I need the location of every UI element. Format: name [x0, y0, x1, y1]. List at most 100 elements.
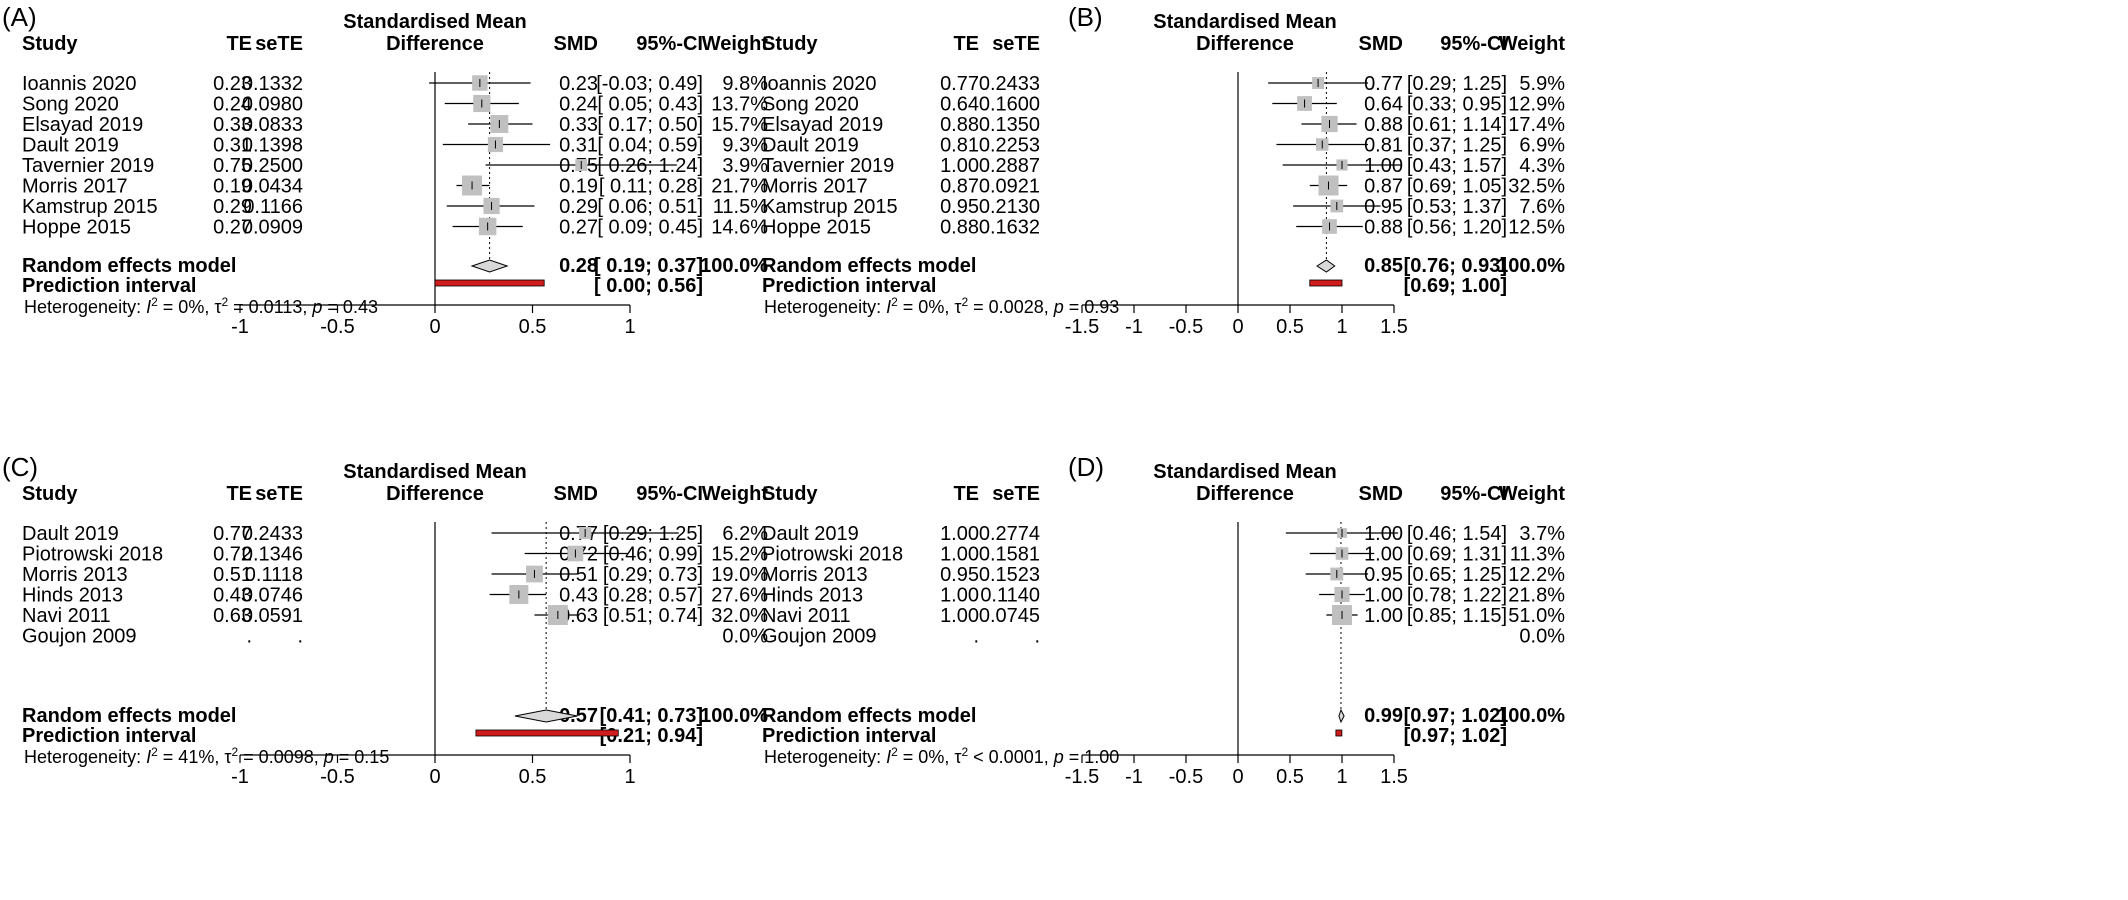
pooled-label: Random effects model: [762, 705, 976, 727]
heterogeneity-symbol: 2: [961, 295, 968, 309]
study-smd: 0.77: [559, 523, 598, 545]
study-name: Kamstrup 2015: [22, 196, 158, 218]
study-name: Dault 2019: [22, 523, 119, 545]
pooled-smd: 0.28: [559, 255, 598, 277]
study-te: 1.00: [940, 605, 979, 627]
study-weight: 3.9%: [722, 155, 768, 177]
study-name: Song 2020: [22, 94, 119, 116]
study-name: Elsayad 2019: [762, 114, 883, 136]
study-smd: 1.00: [1364, 155, 1403, 177]
study-sete: 0.2433: [979, 73, 1040, 95]
study-name: Tavernier 2019: [22, 155, 154, 177]
study-sete: 0.1140: [980, 585, 1040, 607]
forest-plot-svg: (B) Study TE seTE Standardised MeanDifferenc…: [762, 2, 1565, 338]
study-name: Elsayad 2019: [22, 114, 143, 136]
study-te: 1.00: [940, 585, 979, 607]
study-smd: 0.95: [1364, 196, 1403, 218]
study-sete: 0.1118: [245, 564, 303, 586]
pooled-weight: 100.0%: [700, 255, 768, 277]
heterogeneity-symbol: 2: [961, 745, 968, 759]
study-name: Morris 2013: [762, 564, 868, 586]
study-weight: 14.6%: [711, 217, 768, 239]
study-name: Piotrowski 2018: [762, 544, 903, 566]
study-te: 0.29: [213, 196, 252, 218]
x-axis-tick-label: 1: [624, 316, 635, 338]
plot-title-line1: Standardised Mean: [1153, 461, 1336, 483]
study-weight: 7.6%: [1519, 196, 1565, 218]
x-axis-tick-label: -1: [231, 316, 249, 338]
x-axis-tick-label: 1: [1336, 316, 1347, 338]
study-smd: 0.33: [559, 114, 598, 136]
study-smd: 0.88: [1364, 217, 1403, 239]
forest-panel-d: (D) Study TE seTE Standardised Mean Differenc…: [762, 450, 2128, 900]
study-ci: [0.69; 1.31]: [1407, 544, 1507, 566]
heterogeneity-value: Heterogeneity:: [24, 297, 146, 317]
study-smd: 0.88: [1364, 114, 1403, 136]
column-header-smd: SMD: [1359, 33, 1403, 55]
study-smd: 0.31: [559, 135, 598, 157]
prediction-label: Prediction interval: [22, 725, 197, 747]
heterogeneity-text: Heterogeneity: I2 = 0%, τ2 = 0.0113, p =…: [24, 295, 378, 317]
study-name: Dault 2019: [762, 135, 859, 157]
heterogeneity-symbol: τ: [954, 747, 961, 767]
study-weight: 15.2%: [711, 544, 768, 566]
study-te: 0.63: [213, 605, 252, 627]
heterogeneity-symbol: p: [1053, 747, 1064, 767]
study-ci: [0.56; 1.20]: [1407, 217, 1507, 239]
study-ci: [ 0.17; 0.50]: [597, 114, 703, 136]
study-sete: 0.1600: [979, 94, 1040, 116]
plot-title-line2: Difference: [1196, 483, 1294, 505]
pooled-label: Random effects model: [762, 255, 976, 277]
pooled-ci: [0.76; 0.93]: [1404, 255, 1507, 277]
study-ci: [0.33; 0.95]: [1407, 94, 1507, 116]
study-weight: 5.9%: [1519, 73, 1565, 95]
study-sete: 0.1350: [979, 114, 1040, 136]
study-name: Hoppe 2015: [762, 217, 871, 239]
heterogeneity-value: = 0%,: [163, 297, 215, 317]
x-axis-tick-label: 0: [1232, 766, 1243, 788]
study-ci: [0.53; 1.37]: [1407, 196, 1507, 218]
study-te: 0.19: [213, 176, 252, 198]
study-smd: 0.64: [1364, 94, 1403, 116]
plot-title-line2: Difference: [386, 483, 484, 505]
study-sete: 0.0921: [979, 176, 1040, 198]
plot-title-line1: Standardised Mean: [343, 11, 526, 33]
study-te: 0.51: [213, 564, 252, 586]
study-smd: 0.29: [559, 196, 598, 218]
heterogeneity-symbol: p: [311, 297, 322, 317]
column-header-ci: 95%-CI: [1440, 33, 1507, 55]
study-weight: 21.8%: [1508, 585, 1565, 607]
study-weight: 32.5%: [1508, 176, 1565, 198]
pooled-label: Random effects model: [22, 255, 236, 277]
column-header-sete: seTE: [255, 483, 303, 505]
column-header-smd: SMD: [554, 33, 598, 55]
prediction-bar: [1335, 729, 1343, 737]
column-header-ci: 95%-CI: [636, 33, 703, 55]
x-axis-tick-label: -0.5: [1169, 766, 1203, 788]
study-sete: 0.1581: [979, 544, 1040, 566]
study-weight: 11.3%: [1510, 544, 1565, 566]
forest-plot-svg: (D) Study TE seTE Standardised MeanDifferenc…: [762, 452, 1565, 788]
heterogeneity-symbol: p: [1053, 297, 1064, 317]
study-ci: [0.51; 0.74]: [603, 605, 703, 627]
column-header-sete: seTE: [255, 33, 303, 55]
pooled-diamond: [514, 709, 578, 723]
prediction-label: Prediction interval: [22, 275, 197, 297]
heterogeneity-value: Heterogeneity:: [764, 747, 886, 767]
x-axis-tick-label: -1: [231, 766, 249, 788]
heterogeneity-value: = 0.93: [1069, 297, 1120, 317]
study-name: Ioannis 2020: [762, 73, 877, 95]
study-weight: 11.5%: [713, 196, 768, 218]
study-te: 0.81: [940, 135, 979, 157]
study-smd: 1.00: [1364, 585, 1403, 607]
heterogeneity-value: = 1.00: [1069, 747, 1120, 767]
study-weight: 3.7%: [1519, 523, 1565, 545]
column-header-study: Study: [22, 483, 78, 505]
study-te: 0.77: [213, 523, 252, 545]
column-header-sete: seTE: [992, 33, 1040, 55]
heterogeneity-symbol: p: [323, 747, 334, 767]
x-axis-tick-label: -1.5: [1065, 316, 1099, 338]
study-te: .: [973, 626, 979, 648]
x-axis-tick-label: -0.5: [320, 766, 354, 788]
study-ci: [ 0.11; 0.28]: [599, 176, 703, 198]
